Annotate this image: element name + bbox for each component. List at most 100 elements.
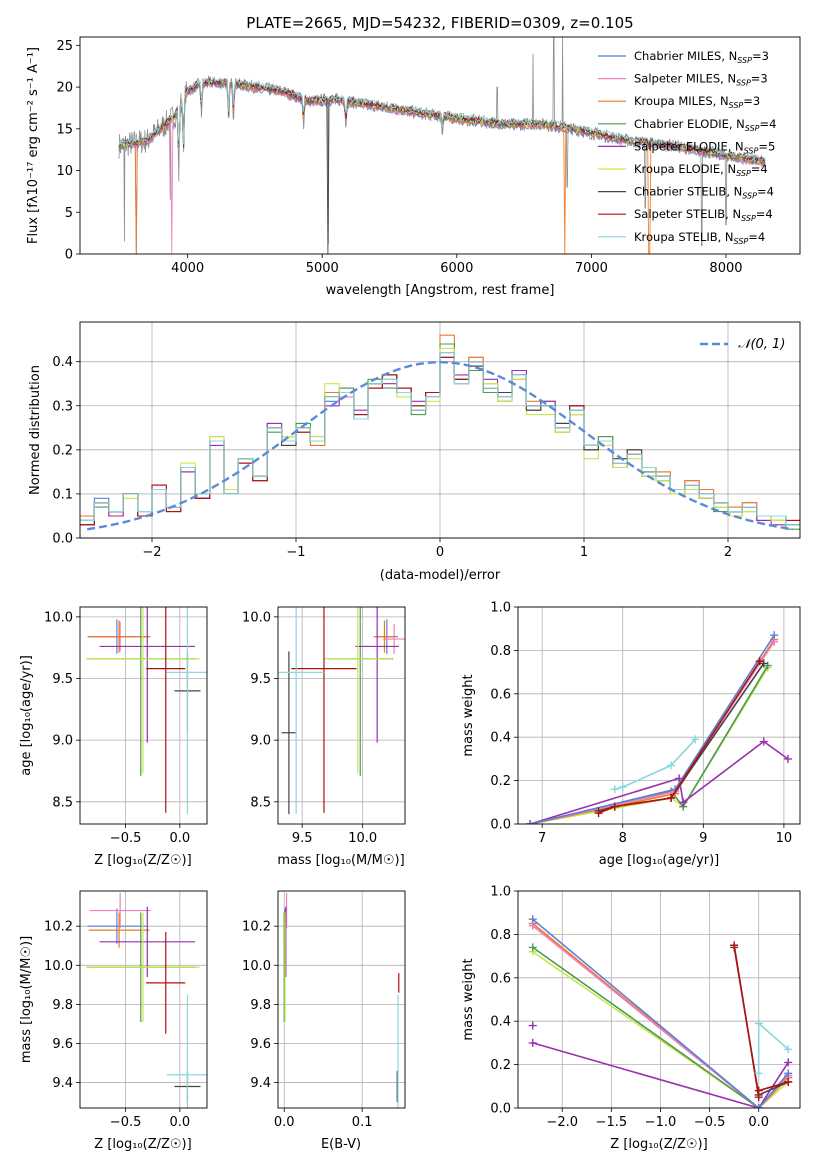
errorbar-salpeter-elodie bbox=[99, 906, 196, 978]
series-kroupa-stelib bbox=[754, 1019, 793, 1078]
series-line bbox=[614, 738, 696, 791]
errorbar-kroupa-elodie bbox=[323, 607, 392, 774]
y-tick-label: 10.0 bbox=[44, 959, 73, 974]
x-axis-label: mass [log₁₀(M/M☉)] bbox=[277, 853, 404, 868]
y-tick-label: 10.0 bbox=[242, 959, 271, 974]
point-marker bbox=[755, 657, 764, 666]
y-axis-label: Normed distribution bbox=[28, 365, 43, 495]
point-marker bbox=[618, 783, 627, 792]
plot-area bbox=[80, 334, 800, 531]
series-salpeter-elodie bbox=[526, 737, 792, 824]
legend-label: Kroupa MILES, NSSP=3 bbox=[634, 94, 760, 110]
x-tick-label: 8 bbox=[619, 831, 627, 846]
point-marker bbox=[730, 941, 739, 950]
x-tick-label: −1.5 bbox=[596, 1115, 628, 1130]
y-tick-label: 0 bbox=[65, 248, 73, 263]
plot-area bbox=[86, 892, 207, 1108]
y-tick-label: 10.0 bbox=[242, 610, 271, 625]
series-line bbox=[529, 641, 775, 824]
series-kroupa-elodie bbox=[526, 663, 772, 824]
point-marker bbox=[770, 631, 779, 640]
plot-spectrum: 4000 5000 6000 7000 8000 0 5 10 15 20 25 Chabrier M… bbox=[56, 36, 801, 276]
y-tick-label: 15 bbox=[56, 122, 73, 137]
series-line bbox=[532, 1042, 789, 1108]
point-marker bbox=[784, 1069, 793, 1078]
y-tick-label: 0.1 bbox=[52, 487, 73, 502]
y-tick-label: 9.0 bbox=[250, 734, 271, 749]
point-marker bbox=[754, 1086, 763, 1095]
plot-mass-weight-vs-Z: −2.0 −1.5 −1.0 −0.5 0.0 0.0 0.2 0.4 0.6 0.8 1.0 bbox=[490, 885, 801, 1130]
point-marker bbox=[528, 915, 537, 924]
plot-area bbox=[278, 607, 405, 815]
point-marker bbox=[754, 1019, 763, 1028]
y-tick-label: 0.4 bbox=[490, 1015, 511, 1030]
axes-frame bbox=[517, 606, 801, 825]
y-tick-label: 9.4 bbox=[250, 1076, 271, 1091]
errorbar-salpeter-stelib bbox=[291, 607, 357, 813]
y-tick-label: 0.8 bbox=[490, 928, 511, 943]
errorbar-salpeter-miles bbox=[383, 624, 405, 654]
series-salpeter-stelib bbox=[730, 941, 793, 1102]
y-tick-label: 9.8 bbox=[52, 998, 73, 1013]
y-tick-label: 0.2 bbox=[490, 774, 511, 789]
y-tick-label: 0.0 bbox=[52, 532, 73, 547]
point-marker bbox=[759, 737, 768, 746]
y-tick-label: 0.8 bbox=[490, 644, 511, 659]
x-tick-label: −0.5 bbox=[694, 1115, 726, 1130]
point-marker bbox=[763, 661, 772, 670]
axes-frame bbox=[79, 36, 801, 255]
x-tick-label: 0.1 bbox=[352, 1115, 373, 1130]
axes-frame bbox=[277, 890, 406, 1109]
x-tick-label: 8000 bbox=[709, 261, 742, 276]
series-line bbox=[532, 951, 789, 1108]
x-tick-label: 0.0 bbox=[748, 1115, 769, 1130]
series-chabrier-elodie bbox=[526, 661, 772, 824]
y-tick-label: 0.6 bbox=[490, 971, 511, 986]
errorbar-kroupa-stelib bbox=[166, 607, 207, 815]
y-tick-label: 9.5 bbox=[52, 672, 73, 687]
legend-label: Salpeter MILES, NSSP=3 bbox=[634, 72, 768, 88]
plot-area bbox=[526, 631, 792, 824]
y-tick-label: 9.4 bbox=[52, 1076, 73, 1091]
x-tick-label: 1 bbox=[580, 545, 588, 560]
plot-mass-vs-EBV: 0.0 0.1 9.4 9.6 9.8 10.0 10.2 bbox=[242, 890, 406, 1130]
x-tick-label: −2.0 bbox=[546, 1115, 578, 1130]
y-tick-label: 10.2 bbox=[44, 920, 73, 935]
point-marker bbox=[783, 754, 792, 763]
y-tick-label: 0.0 bbox=[490, 818, 511, 833]
y-tick-label: 9.6 bbox=[250, 1037, 271, 1052]
legend-label: Kroupa STELIB, NSSP=4 bbox=[634, 230, 765, 246]
point-marker bbox=[754, 1104, 763, 1108]
y-tick-label: 9.0 bbox=[52, 734, 73, 749]
point-marker bbox=[594, 809, 603, 818]
y-axis-label: mass weight bbox=[461, 674, 476, 756]
model-line-kroupa-stelib bbox=[118, 77, 766, 162]
x-tick-label: −1.0 bbox=[645, 1115, 677, 1130]
errorbar-chabrier-stelib bbox=[281, 651, 297, 815]
x-tick-label: −1 bbox=[286, 545, 305, 560]
point-marker bbox=[784, 1045, 793, 1054]
y-tick-label: 8.5 bbox=[52, 795, 73, 810]
plot-area bbox=[118, 37, 766, 254]
x-tick-label: 0.0 bbox=[170, 1115, 191, 1130]
y-tick-label: 9.5 bbox=[250, 672, 271, 687]
series-line bbox=[757, 1021, 789, 1074]
plot-area bbox=[528, 915, 793, 1108]
plot-mass-vs-Z: −0.5 0.0 9.4 9.6 9.8 10.0 10.2 bbox=[44, 890, 208, 1130]
plot-age-vs-Z: −0.5 0.0 8.5 9.0 9.5 10.0 bbox=[44, 606, 208, 846]
y-tick-label: 8.5 bbox=[250, 795, 271, 810]
legend-label: Chabrier MILES, NSSP=3 bbox=[634, 49, 769, 65]
gaussian-curve bbox=[87, 360, 793, 531]
series-kroupa-stelib bbox=[610, 735, 700, 794]
y-axis-label: age [log₁₀(age/yr)] bbox=[19, 655, 34, 776]
x-axis-label: age [log₁₀(age/yr)] bbox=[599, 853, 720, 868]
x-tick-label: 0 bbox=[436, 545, 444, 560]
errorbar-kroupa-stelib bbox=[166, 994, 207, 1108]
axes-frame bbox=[517, 890, 801, 1109]
point-marker bbox=[667, 761, 676, 770]
x-axis-label: E(B-V) bbox=[321, 1137, 361, 1152]
plot-mass-weight-vs-age: 7 8 9 10 0.0 0.2 0.4 0.6 0.8 1.0 bbox=[490, 601, 801, 846]
y-tick-label: 20 bbox=[56, 81, 73, 96]
x-tick-label: 4000 bbox=[171, 261, 204, 276]
